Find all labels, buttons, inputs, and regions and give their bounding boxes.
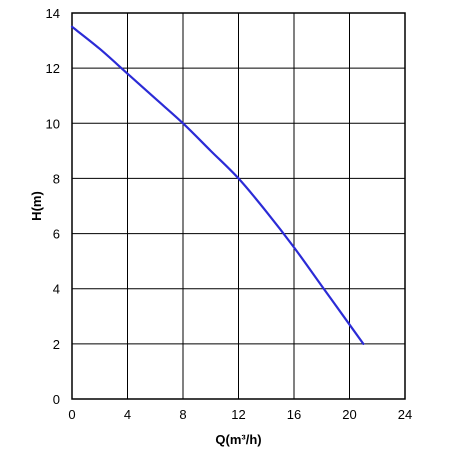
- series-layer: [70, 25, 365, 345]
- y-tick-label: 12: [46, 61, 60, 76]
- grid: [71, 12, 406, 400]
- x-tick-label: 4: [124, 407, 131, 422]
- y-tick-labels: 0 2 4 6 8 10 12 14: [46, 6, 60, 407]
- x-tick-label: 12: [231, 407, 245, 422]
- y-axis-label: H(m): [29, 191, 44, 221]
- x-tick-label: 24: [398, 407, 412, 422]
- y-tick-label: 4: [53, 282, 60, 297]
- x-tick-label: 16: [287, 407, 301, 422]
- x-tick-label: 20: [342, 407, 356, 422]
- x-tick-labels: 0 4 8 12 16 20 24: [68, 407, 412, 422]
- y-tick-label: 2: [53, 337, 60, 352]
- plot-area-frame: [71, 12, 406, 400]
- y-tick-label: 8: [53, 171, 60, 186]
- x-axis-label: Q(m³/h): [215, 432, 261, 447]
- x-tick-label: 0: [68, 407, 75, 422]
- x-tick-label: 8: [179, 407, 186, 422]
- series-line-0: [70, 25, 365, 345]
- y-tick-label: 0: [53, 392, 60, 407]
- y-tick-label: 6: [53, 227, 60, 242]
- y-tick-label: 10: [46, 116, 60, 131]
- y-tick-label: 14: [46, 6, 60, 21]
